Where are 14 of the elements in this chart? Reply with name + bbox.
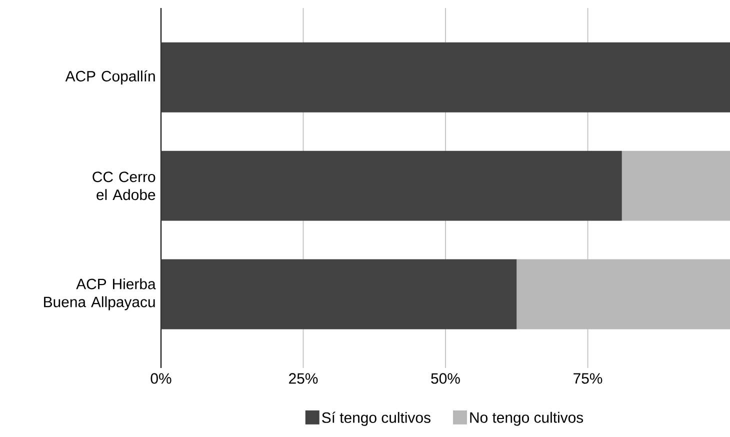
- x-tick-label: 25%: [289, 373, 318, 384]
- y-tick-label: ACP Hierba Buena Allpayacu: [44, 278, 156, 310]
- bar: [161, 42, 730, 112]
- bar: [622, 150, 730, 221]
- bar: [161, 259, 517, 330]
- legend-label: Sí tengo cultivos: [322, 412, 430, 426]
- bar: [161, 150, 622, 221]
- legend-label: No tengo cultivos: [470, 412, 584, 426]
- x-tick-label: 0%: [150, 373, 172, 384]
- x-tick-label: 75%: [574, 373, 602, 384]
- bar: [516, 259, 730, 330]
- x-tick-label: 50%: [431, 373, 460, 384]
- y-tick-label: CC Cerro el Adobe: [92, 172, 156, 200]
- y-tick-label: ACP Copallín: [65, 70, 155, 84]
